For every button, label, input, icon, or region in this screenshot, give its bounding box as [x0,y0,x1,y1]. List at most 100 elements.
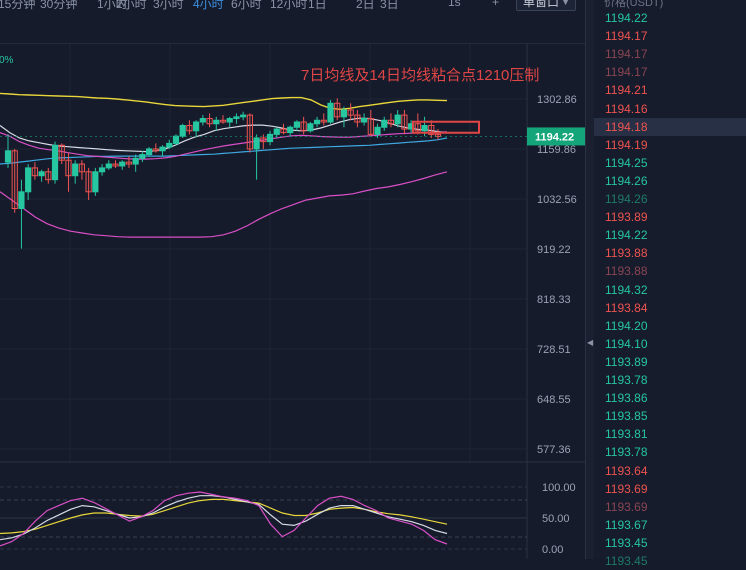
last-price-tag [527,127,585,146]
candle-body [340,109,348,118]
trade-row: 1193.45 [594,552,746,570]
trade-row: 1193.45 [594,534,746,552]
trade-row: 1194.17 [594,45,746,63]
candle-body [193,121,200,132]
trade-price: 1193.89 [605,210,648,225]
candle-body [58,144,65,161]
trade-price: 1194.19 [605,137,648,152]
chevron-down-icon: ▼ [561,0,570,7]
trade-price: 1194.18 [605,119,648,134]
candle-body [354,114,361,123]
trade-price: 1193.69 [605,481,648,496]
trade-price: 1194.20 [605,318,648,333]
ma-band-lower-line [0,171,448,238]
candlestick-chart[interactable]: 1302.86 1159.86 1032.56 919.22 818.33 728.51 6… [0,0,585,559]
trade-row: 1194.16 [594,100,746,118]
trade-row: 1194.26 [594,172,746,190]
candle-body [374,126,381,135]
candle-body [139,154,146,159]
timeframe-tab[interactable]: 15分钟 [0,0,36,11]
osc-tick-label: 0.00 [542,544,563,556]
timeframe-tab[interactable]: 30分钟 [40,0,78,11]
candle-body [199,118,206,123]
timeframe-toolbar: 15分钟 30分钟 1小时 2小时 3小时 4小时 6小时 12小时 1日 2日 3日 1s + [0,0,590,12]
candle-body [280,128,287,134]
candle-body [119,161,126,167]
trade-price: 1194.17 [605,65,648,80]
toolbar-button[interactable]: + [492,0,500,9]
panel-resizer[interactable]: ◀ [585,0,594,559]
trade-row: 1193.69 [594,480,746,498]
candle-body [300,121,307,132]
candle-body [327,102,334,123]
candle-body [38,171,45,177]
candle-body [179,125,186,137]
timeframe-tab[interactable]: 3日 [380,0,399,11]
trade-row: 1194.32 [594,281,746,299]
timeframe-tab[interactable]: 2小时 [116,0,147,11]
trade-price: 1193.85 [605,409,648,424]
annotation-box [412,120,480,134]
candle-body [31,167,38,177]
timeframe-tab[interactable]: 1日 [308,0,327,11]
candle-body [213,119,220,125]
timeframe-tab[interactable]: 12小时 [270,0,308,11]
candle-body [434,133,442,137]
osc-yellow-line [0,498,448,535]
price-tick-label: 919.22 [537,244,571,256]
candle-body [253,137,260,150]
trade-price: 1193.78 [605,445,648,460]
candle-body [381,119,388,128]
trade-price: 1193.88 [605,264,648,279]
collapse-arrow-icon[interactable]: ◀ [587,338,594,347]
price-tick-label: 1159.86 [537,144,576,156]
osc-tick-label: 50.00 [542,513,570,525]
candle-body [307,123,314,132]
trade-row: 1194.20 [594,317,746,335]
trade-price: 1193.89 [605,354,648,369]
toolbar-divider [0,43,590,44]
trade-row: 1193.86 [594,389,746,407]
candle-body [18,191,25,209]
price-tick-label: 728.51 [537,344,571,356]
timeframe-tab[interactable]: 6小时 [231,0,262,11]
candle-body [273,128,280,135]
price-tick-label: 1032.56 [537,194,577,206]
trade-price: 1193.45 [605,554,648,568]
trade-row: 1193.78 [594,443,746,461]
timeframe-tab[interactable]: 4小时 [193,0,224,11]
candle-body [92,171,99,193]
trade-row: 1193.85 [594,407,746,425]
ma-blue-line [0,137,448,165]
trade-row: 1194.17 [594,63,746,81]
chart-mode-label: 单窗口 [523,0,560,9]
candle-body [414,123,421,132]
trade-row: 1193.89 [594,208,746,226]
candle-body [226,118,233,123]
price-tick-label: 577.36 [537,444,571,456]
candle-body [421,125,428,132]
trade-price: 1193.84 [605,300,648,315]
trade-row: 1193.88 [594,244,746,262]
ma-white-line [0,117,448,153]
timeframe-tab[interactable]: 1小时 [97,0,128,11]
candle-body [367,118,374,135]
trade-row: 1193.84 [594,299,746,317]
trade-row: 1193.81 [594,425,746,443]
trade-price: 1194.26 [605,192,648,206]
candle-body [334,102,341,118]
trade-price: 1193.64 [605,463,648,478]
timeframe-tab[interactable]: 2日 [356,0,375,11]
candle-body [266,133,274,143]
trade-row: 1194.25 [594,154,746,172]
annotation-text: 7日均线及14日均线粘合点1210压制 [301,67,539,84]
chart-mode-select[interactable]: 单窗口 ▼ [516,0,576,11]
timeframe-tab[interactable]: 3小时 [153,0,184,11]
candle-body [401,114,408,130]
candle-body [313,119,321,125]
price-tick-label: 1302.86 [537,94,577,106]
toolbar-button[interactable]: 1s [448,0,461,9]
trade-price: 1193.86 [605,391,648,406]
candle-body [233,116,240,120]
trade-row: 1193.78 [594,371,746,389]
